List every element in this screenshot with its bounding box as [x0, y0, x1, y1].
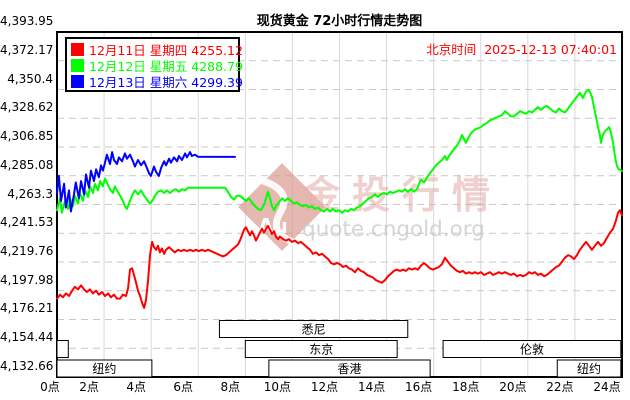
- x-axis-label: 14点: [357, 380, 386, 394]
- x-axis-label: 10点: [263, 380, 292, 394]
- legend-swatch-icon: [71, 74, 84, 88]
- x-axis-label: 0点: [40, 380, 60, 394]
- session-label: 纽约: [92, 361, 116, 376]
- x-axis-label: 20点: [499, 380, 527, 394]
- legend-item: 12月11日 星期四 4255.12: [71, 41, 243, 58]
- session-box: [442, 340, 622, 358]
- beijing-timestamp: 2025-12-13 07:40:01: [484, 42, 617, 57]
- y-axis-label: 4,350.4: [7, 71, 53, 86]
- x-axis-label: 16点: [405, 380, 433, 394]
- y-axis-label: 4,154.44: [0, 330, 54, 345]
- price-line-dec13: [56, 151, 236, 213]
- y-axis-label: 4,132.66: [0, 359, 54, 373]
- watermark-site-text: quote.cngold.org: [302, 217, 485, 242]
- legend-swatch-icon: [71, 42, 84, 56]
- watermark-swirl-icon: [258, 176, 298, 247]
- price-line-dec11: [56, 209, 623, 309]
- session-box: [268, 359, 431, 378]
- legend-label: 12月13日 星期六 4299.39: [89, 74, 243, 90]
- session-label: 伦敦: [520, 342, 544, 357]
- y-axis-label: 4,176.21: [0, 301, 54, 316]
- session-box: [56, 340, 69, 358]
- legend: 12月11日 星期四 4255.12 12月12日 星期五 4288.79 12月1…: [65, 37, 243, 92]
- chart-title: 现货黄金 72小时行情走势图: [256, 14, 423, 29]
- session-box: [556, 359, 622, 378]
- x-axis-label: 22点: [546, 380, 574, 394]
- x-axis-label: 8点: [220, 380, 241, 394]
- session-label: 纽约: [577, 361, 601, 376]
- session-label: 香港: [337, 362, 361, 376]
- y-axis-label: 4,285.08: [0, 157, 54, 172]
- y-axis-label: 4,241.53: [0, 215, 54, 230]
- session-label: 东京: [309, 343, 333, 357]
- session-box: [56, 359, 153, 378]
- session-box: [244, 340, 398, 358]
- legend-label: 12月11日 星期四 4255.12: [89, 42, 243, 58]
- beijing-time-label: 北京时间: [426, 42, 477, 57]
- legend-swatch-icon: [71, 58, 84, 72]
- x-axis-label: 18点: [452, 380, 480, 394]
- beijing-time: 北京时间 2025-12-13 07:40:01: [426, 39, 617, 58]
- legend-item: 12月12日 星期五 4288.79: [71, 57, 243, 74]
- x-axis-label: 2点: [79, 380, 99, 394]
- session-box: [218, 320, 409, 338]
- legend-label: 12月12日 星期五 4288.79: [89, 58, 243, 74]
- legend-item: 12月13日 星期六 4299.39: [71, 73, 243, 90]
- y-axis-label: 4,197.98: [0, 272, 54, 287]
- session-label: 悉尼: [302, 323, 326, 337]
- y-axis-label: 4,306.85: [0, 129, 54, 143]
- x-axis-label: 24点: [593, 380, 621, 394]
- y-axis-label: 4,372.17: [0, 42, 54, 57]
- y-axis-label: 4,393.95: [0, 14, 54, 28]
- y-axis-label: 4,263.3: [7, 186, 53, 201]
- x-axis-label: 4点: [126, 380, 146, 394]
- x-axis-label: 12点: [310, 380, 339, 394]
- x-axis-label: 6点: [173, 380, 194, 394]
- price-line-dec12: [56, 89, 623, 214]
- y-axis-label: 4,219.76: [0, 243, 54, 258]
- y-axis-label: 4,328.62: [0, 100, 54, 115]
